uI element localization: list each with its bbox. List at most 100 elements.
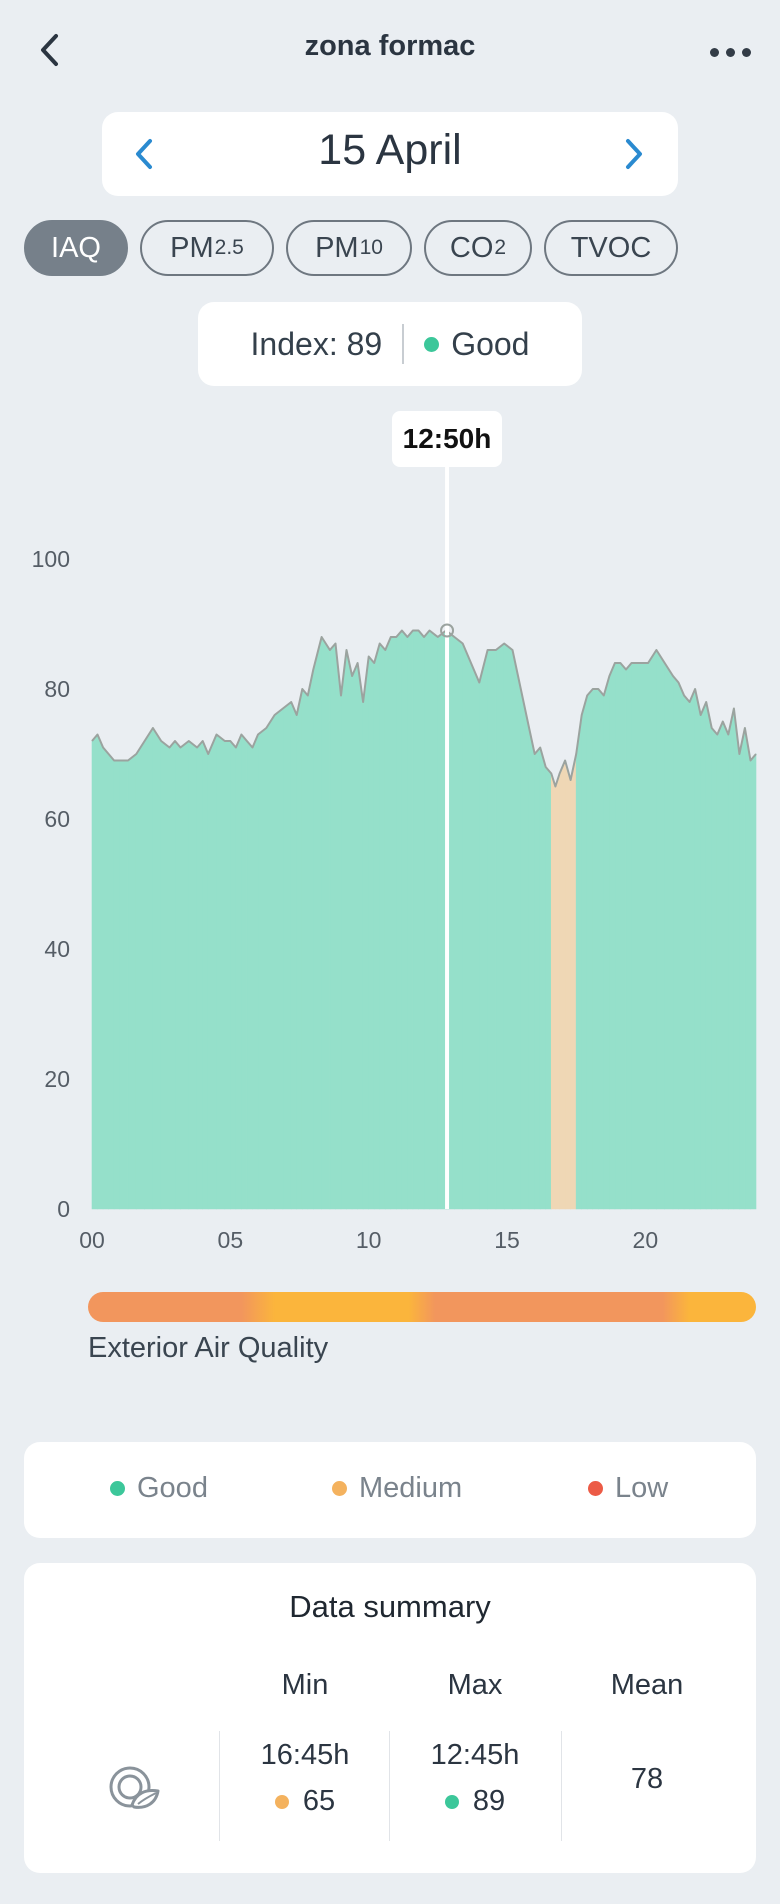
area-segment	[462, 643, 472, 1210]
column-divider	[389, 1731, 390, 1841]
index-card: Index: 89 Good	[198, 302, 582, 386]
y-tick-label: 20	[44, 1066, 70, 1092]
good-dot	[444, 1794, 459, 1809]
page-title: zona formac	[304, 30, 476, 62]
exterior-air-quality-bar	[88, 1292, 756, 1322]
area-segment	[379, 642, 386, 1210]
y-tick-label: 100	[32, 546, 70, 572]
cursor-time-label: 12:50h	[392, 411, 502, 467]
max-header: Max	[447, 1669, 503, 1701]
area-segment	[487, 649, 497, 1210]
area-segment	[340, 649, 347, 1210]
area-segment	[586, 688, 594, 1210]
tab-iaq[interactable]: IAQ	[24, 220, 128, 276]
area-segment	[722, 721, 729, 1210]
y-tick-label: 0	[57, 1196, 70, 1222]
area-segment	[102, 746, 109, 1210]
area-segment	[241, 733, 248, 1210]
area-segment	[672, 675, 679, 1210]
divider	[402, 324, 405, 364]
iaq-chart[interactable]: 0 20 40 60 80 100 00 05 10 15 20	[0, 460, 780, 1260]
area-segment	[581, 695, 588, 1210]
tab-tvoc[interactable]: TVOC	[544, 220, 678, 276]
legend-medium: Medium	[332, 1472, 462, 1505]
area-segment	[609, 662, 616, 1210]
tab-co2[interactable]: CO 2	[424, 220, 532, 276]
more-options-button[interactable]	[700, 30, 760, 74]
area-segment	[664, 661, 674, 1210]
area-segment	[274, 707, 284, 1210]
area-segment	[700, 701, 707, 1210]
area-segment	[407, 629, 414, 1210]
area-segment	[479, 649, 488, 1210]
x-tick-label: 00	[79, 1227, 105, 1253]
area-segment	[357, 662, 364, 1210]
area-segment	[550, 773, 556, 1210]
min-value: 65	[220, 1785, 390, 1818]
area-segment	[368, 655, 375, 1210]
legend: Good Medium Low	[24, 1442, 756, 1538]
area-segment	[728, 708, 735, 1210]
index-value: Index: 89	[250, 325, 383, 362]
date-label: 15 April	[318, 126, 462, 174]
area-segment	[329, 642, 336, 1210]
tab-pm10[interactable]: PM 10	[286, 220, 412, 276]
column-divider	[561, 1731, 562, 1841]
air-quality-leaf-icon	[106, 1761, 162, 1817]
area-segment	[169, 740, 176, 1210]
area-segment	[559, 760, 566, 1210]
more-dot-icon	[709, 47, 719, 57]
area-segment	[437, 629, 447, 1210]
area-segment	[418, 629, 425, 1210]
index-status: Good	[451, 325, 530, 362]
chevron-left-icon	[41, 34, 58, 66]
back-button[interactable]	[28, 24, 72, 76]
area-segment	[575, 714, 582, 1210]
area-segment	[188, 740, 198, 1210]
area-segment	[678, 682, 685, 1210]
data-summary-card: Data summary Min Max Mean 16:45h 12:45h …	[24, 1563, 756, 1873]
area-segment	[290, 701, 298, 1210]
chevron-right-icon	[626, 139, 642, 169]
status-dot	[424, 336, 440, 352]
column-divider	[219, 1731, 220, 1841]
area-segment	[196, 740, 203, 1210]
area-segment	[235, 734, 242, 1210]
area-segment	[313, 636, 322, 1210]
area-segment	[202, 740, 209, 1210]
previous-day-button[interactable]	[122, 132, 166, 176]
x-tick-label: 10	[356, 1227, 382, 1253]
y-tick-label: 80	[44, 676, 70, 702]
area-segment	[570, 753, 577, 1210]
area-segment	[119, 760, 129, 1210]
tab-pm25[interactable]: PM 2.5	[140, 220, 274, 276]
area-segment	[495, 642, 505, 1210]
x-tick-label: 15	[494, 1227, 520, 1253]
y-tick-label: 40	[44, 936, 70, 962]
area-segment	[346, 649, 353, 1210]
area-segment	[373, 643, 381, 1210]
area-segment	[512, 649, 522, 1210]
area-segment	[620, 662, 627, 1210]
area-segment	[257, 727, 267, 1210]
exterior-air-quality-label: Exterior Air Quality	[88, 1332, 329, 1364]
area-segment	[733, 708, 740, 1210]
max-value: 89	[390, 1785, 560, 1818]
iaq-series-line	[91, 629, 757, 788]
area-segment	[91, 733, 98, 1210]
area-segment	[174, 740, 181, 1210]
area-segment	[307, 669, 314, 1210]
area-segment	[246, 740, 253, 1210]
x-axis: 00 05 10 15 20	[79, 1227, 658, 1253]
next-day-button[interactable]	[612, 132, 656, 176]
area-segment	[454, 636, 464, 1210]
area-segment	[266, 713, 275, 1210]
summary-title: Data summary	[289, 1589, 491, 1624]
area-segment	[396, 629, 403, 1210]
area-segment	[97, 734, 104, 1210]
area-segment	[252, 734, 259, 1210]
legend-low: Low	[588, 1472, 668, 1505]
area-segment	[503, 642, 513, 1210]
medium-dot	[332, 1481, 347, 1496]
area-segment	[716, 721, 724, 1210]
